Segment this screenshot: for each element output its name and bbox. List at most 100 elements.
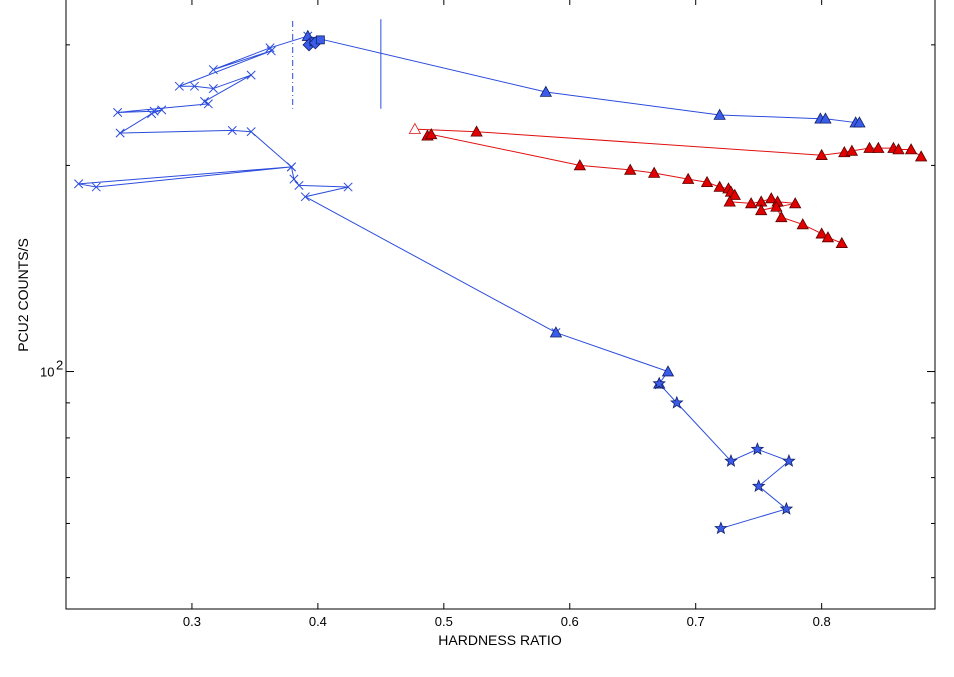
blue-cross-track-point bbox=[174, 81, 184, 91]
blue-star-track-point bbox=[724, 453, 738, 467]
red-lower-track-point bbox=[681, 172, 695, 184]
blue-cross-track-point bbox=[300, 192, 310, 202]
x-tick-label: 0.4 bbox=[309, 614, 327, 629]
blue-cross-track-point-stroke-b bbox=[203, 99, 213, 109]
y-tick-label-base: 10 bbox=[40, 365, 54, 380]
blue-cross-track-point bbox=[113, 107, 123, 117]
red-lower-track-point bbox=[755, 203, 768, 216]
red-upper-track-point bbox=[815, 148, 828, 160]
blue-star-track-line bbox=[658, 383, 790, 529]
blue-cross-track-point-stroke-b bbox=[246, 70, 256, 80]
blue-cross-track-point-stroke-b bbox=[91, 182, 101, 192]
blue-cross-track-point bbox=[227, 125, 237, 135]
red-upper-track-point bbox=[845, 144, 859, 156]
blue-cross-track-point bbox=[208, 65, 218, 75]
blue-cross-track-point-stroke-b bbox=[208, 83, 218, 94]
red-lower-track-point bbox=[796, 218, 809, 230]
blue-star-track-point bbox=[779, 501, 794, 515]
axis-ticks bbox=[66, 0, 935, 609]
blue-cross-track-point bbox=[286, 162, 296, 172]
blue-cross-track-point-stroke-b bbox=[115, 128, 125, 138]
blue-cross-track-point bbox=[147, 109, 157, 119]
red-lower-track-point bbox=[821, 231, 835, 243]
blue-cross-track-point-stroke-b bbox=[246, 127, 256, 137]
red-lower-track-point bbox=[835, 236, 848, 248]
x-tick-label: 0.3 bbox=[183, 614, 201, 629]
blue-star-track-point bbox=[670, 395, 684, 409]
tick-labels: 0.3 0.4 0.5 0.6 0.7 0.8 10 2 bbox=[40, 358, 831, 629]
red-upper-track-point bbox=[892, 143, 905, 155]
blue-triangle-track-point bbox=[713, 108, 726, 120]
blue-triangle-track-point bbox=[539, 85, 553, 97]
red-lower-track-point bbox=[789, 197, 802, 209]
red-lower-track-point bbox=[425, 128, 438, 140]
x-tick-label: 0.7 bbox=[687, 614, 705, 629]
blue-triangle-track-point bbox=[853, 116, 866, 128]
blue-cross-track-point bbox=[157, 105, 167, 115]
blue-cross-track-point-stroke-b bbox=[174, 81, 184, 91]
blue-cross-track-point bbox=[246, 127, 256, 137]
blue-cross-track-point-stroke-b bbox=[227, 125, 237, 135]
blue-cross-track-point bbox=[343, 182, 353, 192]
red-lower-track-point bbox=[647, 166, 661, 178]
x-tick-label: 0.8 bbox=[813, 614, 831, 629]
blue-star-track-point bbox=[750, 442, 765, 456]
blue-cross-track-point bbox=[74, 179, 84, 189]
x-tick-label: 0.5 bbox=[435, 614, 453, 629]
x-tick-label: 0.6 bbox=[561, 614, 579, 629]
red-lower-track-point bbox=[573, 159, 587, 171]
red-upper-track-point bbox=[470, 125, 483, 137]
y-axis-title: PCU2 COUNTS/S bbox=[15, 238, 31, 352]
blue-triangle-track-point bbox=[819, 112, 832, 124]
red-lower-track-point bbox=[775, 210, 788, 223]
blue-cross-track-point-stroke-b bbox=[208, 65, 218, 75]
blue-star-track-point bbox=[751, 479, 766, 492]
blue-descent-track-point bbox=[549, 326, 563, 338]
blue-descent-track-point bbox=[661, 365, 675, 377]
red-upper-track-point bbox=[863, 141, 876, 153]
red-upper-track-point bbox=[408, 122, 422, 134]
red-upper-track-point bbox=[904, 143, 918, 155]
blue-diamond-cluster-point-square bbox=[315, 35, 325, 45]
blue-cross-track-point bbox=[208, 83, 218, 94]
x-axis-title: HARDNESS RATIO bbox=[438, 632, 562, 648]
blue-cross-track-point bbox=[115, 128, 125, 138]
blue-star-track-point bbox=[714, 521, 728, 535]
blue-cross-track-point-stroke-b bbox=[199, 96, 210, 107]
blue-cross-track-point-stroke-b bbox=[74, 179, 84, 189]
blue-star-track-point bbox=[782, 453, 796, 467]
blue-cross-track-point-stroke-b bbox=[294, 180, 304, 190]
blue-cross-track-point-stroke-b bbox=[157, 105, 167, 115]
red-lower-track-point bbox=[723, 195, 736, 207]
blue-cross-track-point bbox=[189, 81, 200, 91]
blue-cross-track-point-stroke-b bbox=[289, 174, 299, 184]
y-tick-label-exponent: 2 bbox=[56, 358, 63, 373]
blue-cross-track-point-stroke-b bbox=[113, 107, 123, 117]
plot-border bbox=[65, 0, 936, 610]
red-lower-track-point bbox=[624, 163, 637, 175]
data-markers bbox=[74, 29, 928, 535]
blue-cross-track-point bbox=[266, 46, 276, 56]
red-lower-track-point bbox=[815, 227, 828, 239]
blue-cross-track-point-stroke-b bbox=[147, 109, 157, 119]
red-lower-track-point bbox=[713, 180, 726, 192]
blue-cross-track-point-stroke-b bbox=[189, 81, 200, 91]
blue-cross-track-line bbox=[78, 35, 557, 334]
blue-cross-track-point bbox=[203, 99, 213, 109]
blue-cross-track-point-stroke-b bbox=[266, 46, 276, 56]
red-lower-track-point bbox=[728, 188, 741, 200]
blue-cross-track-point bbox=[289, 174, 299, 184]
blue-cross-track-point-stroke-b bbox=[300, 192, 310, 202]
red-upper-track-point bbox=[914, 150, 928, 162]
blue-cross-track-point-stroke-b bbox=[265, 43, 275, 53]
red-lower-track-point bbox=[700, 175, 714, 188]
red-lower-track-point bbox=[770, 200, 783, 212]
plot-frame bbox=[65, 0, 936, 610]
blue-cross-track-point bbox=[265, 43, 275, 53]
blue-cross-track-point bbox=[91, 182, 101, 192]
blue-cross-track-point bbox=[294, 180, 304, 190]
blue-cross-track-point-stroke-b bbox=[343, 182, 353, 192]
blue-cross-track-point bbox=[246, 70, 256, 80]
blue-cross-track-point-stroke-b bbox=[286, 162, 296, 172]
